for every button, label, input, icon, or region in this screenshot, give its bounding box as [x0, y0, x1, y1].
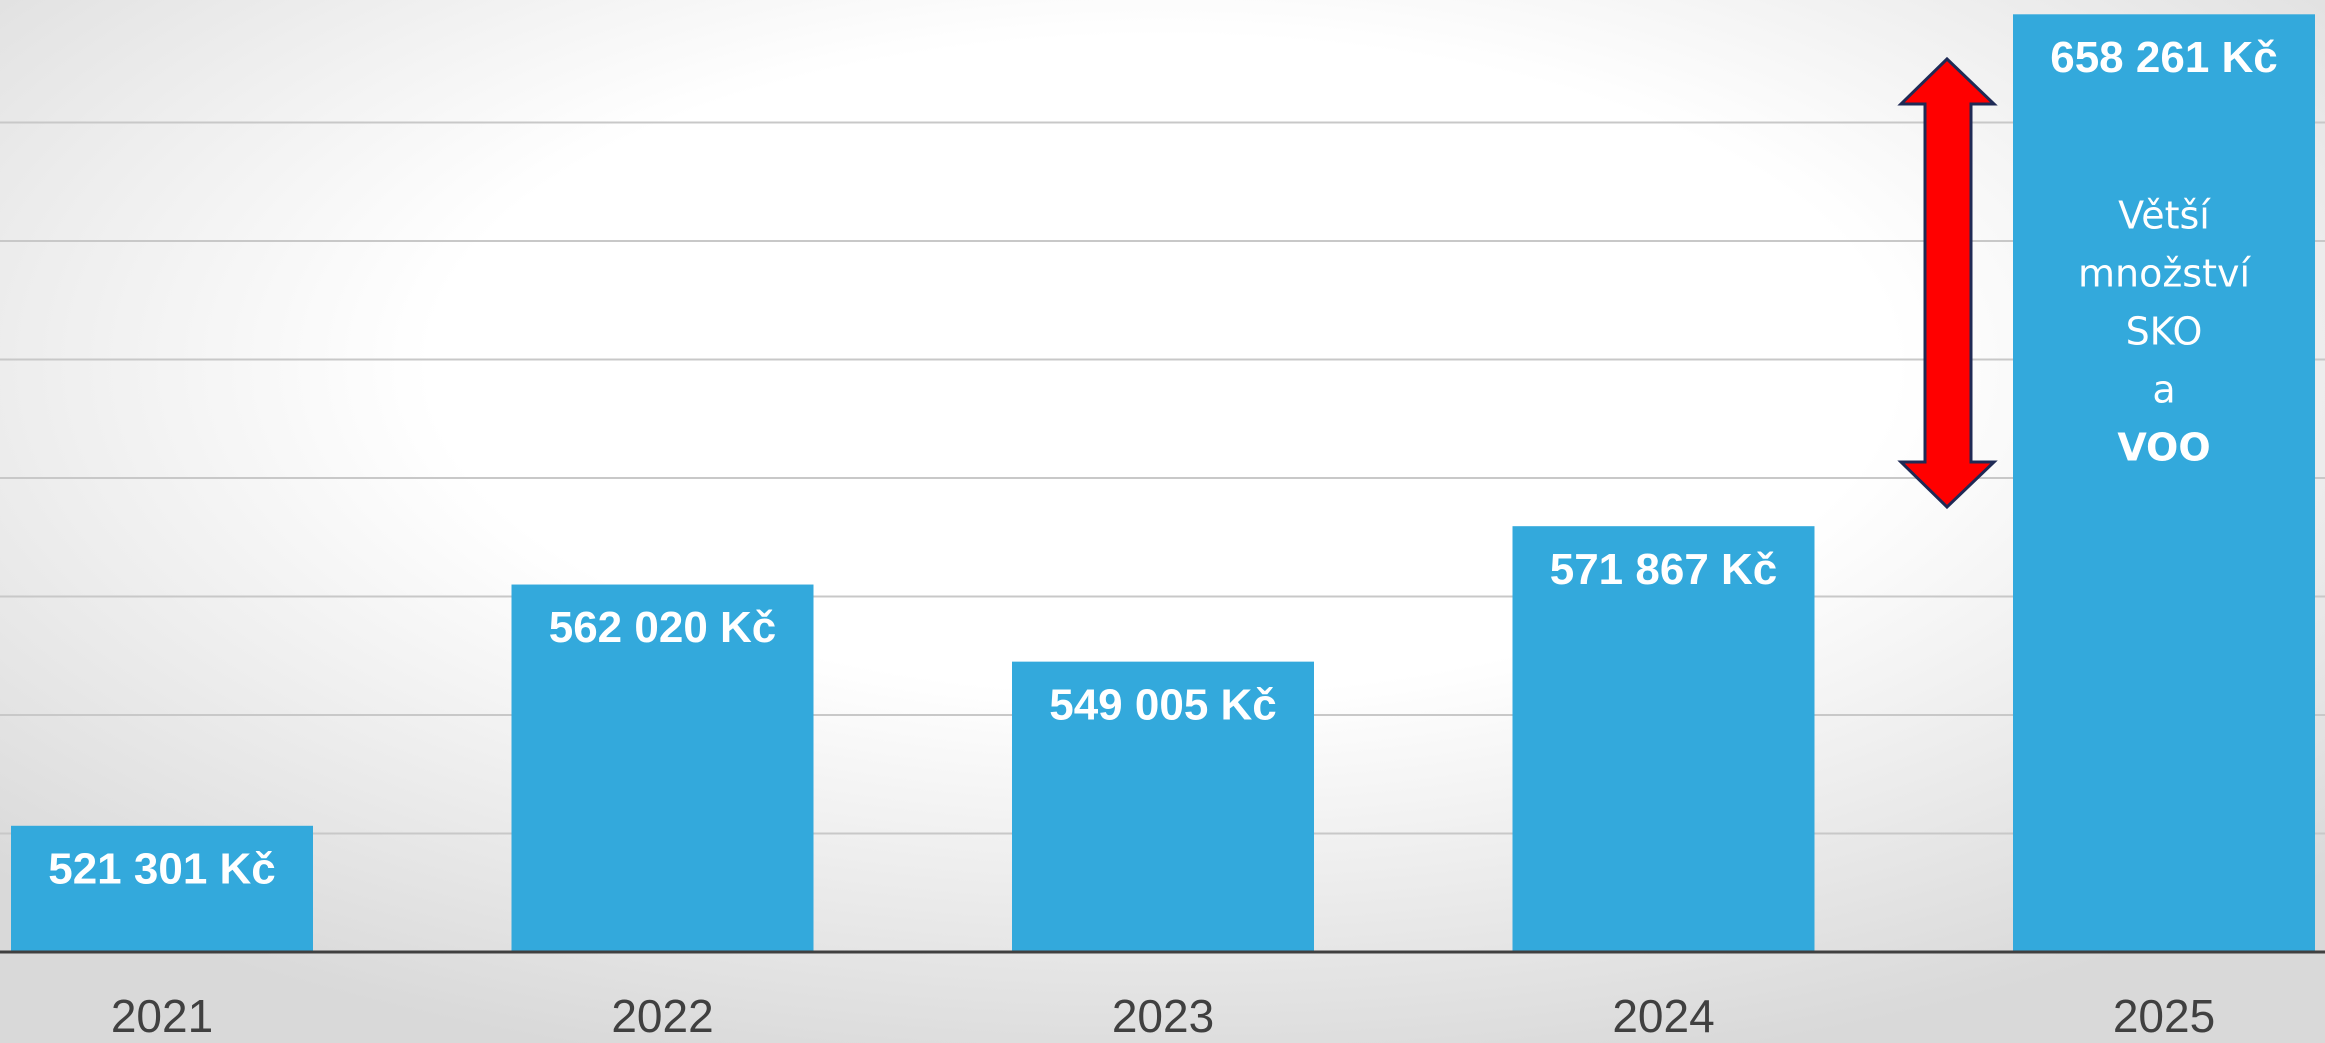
value-label: 521 301 Kč [48, 844, 276, 893]
x-tick-label: 2023 [1112, 990, 1214, 1042]
annotation: VOO [2117, 426, 2210, 470]
value-label: 562 020 Kč [549, 603, 777, 652]
x-tick-label: 2025 [2113, 990, 2215, 1042]
bar [11, 825, 313, 952]
annotation: a [2152, 368, 2175, 412]
value-label: 571 867 Kč [1550, 545, 1778, 594]
annotation: Větší [2118, 194, 2211, 238]
x-tick-label: 2022 [611, 990, 713, 1042]
labels: 521 301 Kč 2021 562 020 Kč 2022 549 005 Kč 20… [0, 33, 2325, 1042]
x-tick-label: 2021 [111, 990, 213, 1042]
annotation: množství [2078, 252, 2251, 296]
x-tick-label: 2024 [1612, 990, 1714, 1042]
bar [1512, 526, 1815, 952]
double-arrow [1897, 56, 1998, 510]
bars [11, 14, 2315, 952]
bar [511, 584, 814, 952]
bar [2013, 14, 2315, 952]
value-label: 549 005 Kč [1049, 680, 1277, 729]
value-label: 658 261 Kč [2050, 33, 2278, 82]
annotation: SKO [2126, 310, 2203, 354]
bar [1012, 661, 1314, 952]
